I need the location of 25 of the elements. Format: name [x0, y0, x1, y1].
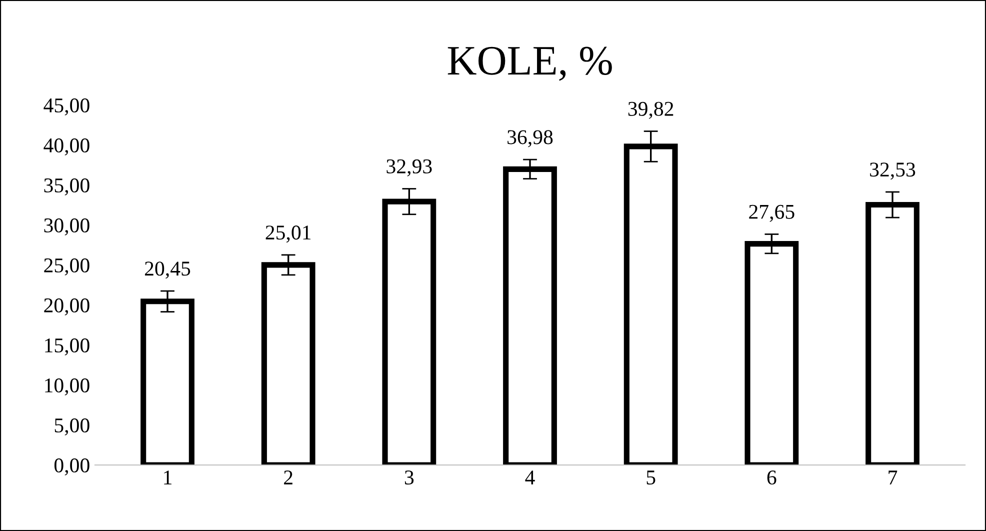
- x-tick-label: 4: [525, 470, 535, 484]
- y-tick-label: 30,00: [44, 218, 90, 236]
- x-tick-label: 6: [767, 470, 776, 485]
- data-label: 27,65: [749, 204, 794, 222]
- y-tick-label: 45,00: [44, 98, 90, 116]
- y-tick-label: 20,00: [44, 298, 90, 316]
- y-tick-label: 15,00: [45, 338, 90, 356]
- x-tick-label: 1: [164, 470, 172, 484]
- data-label: 39,82: [628, 102, 674, 119]
- data-label: 36,98: [508, 130, 553, 148]
- x-tick-label: 3: [404, 470, 414, 485]
- y-tick-label: 5,00: [54, 418, 90, 436]
- chart-title: KOLE, %: [448, 46, 612, 81]
- data-label: 25,01: [266, 226, 311, 243]
- y-tick-label: 35,00: [44, 178, 90, 196]
- data-label: 32,53: [870, 162, 916, 180]
- y-tick-label: 25,00: [44, 258, 90, 276]
- y-tick-label: 40,00: [44, 138, 90, 156]
- y-tick-label: 10,00: [45, 378, 90, 396]
- data-label: 20,45: [144, 262, 190, 279]
- x-tick-label: 7: [888, 470, 898, 484]
- data-label: 32,93: [386, 159, 432, 176]
- y-tick-label: 0,00: [54, 458, 90, 476]
- x-tick-label: 2: [284, 470, 292, 484]
- x-tick-label: 5: [646, 470, 656, 485]
